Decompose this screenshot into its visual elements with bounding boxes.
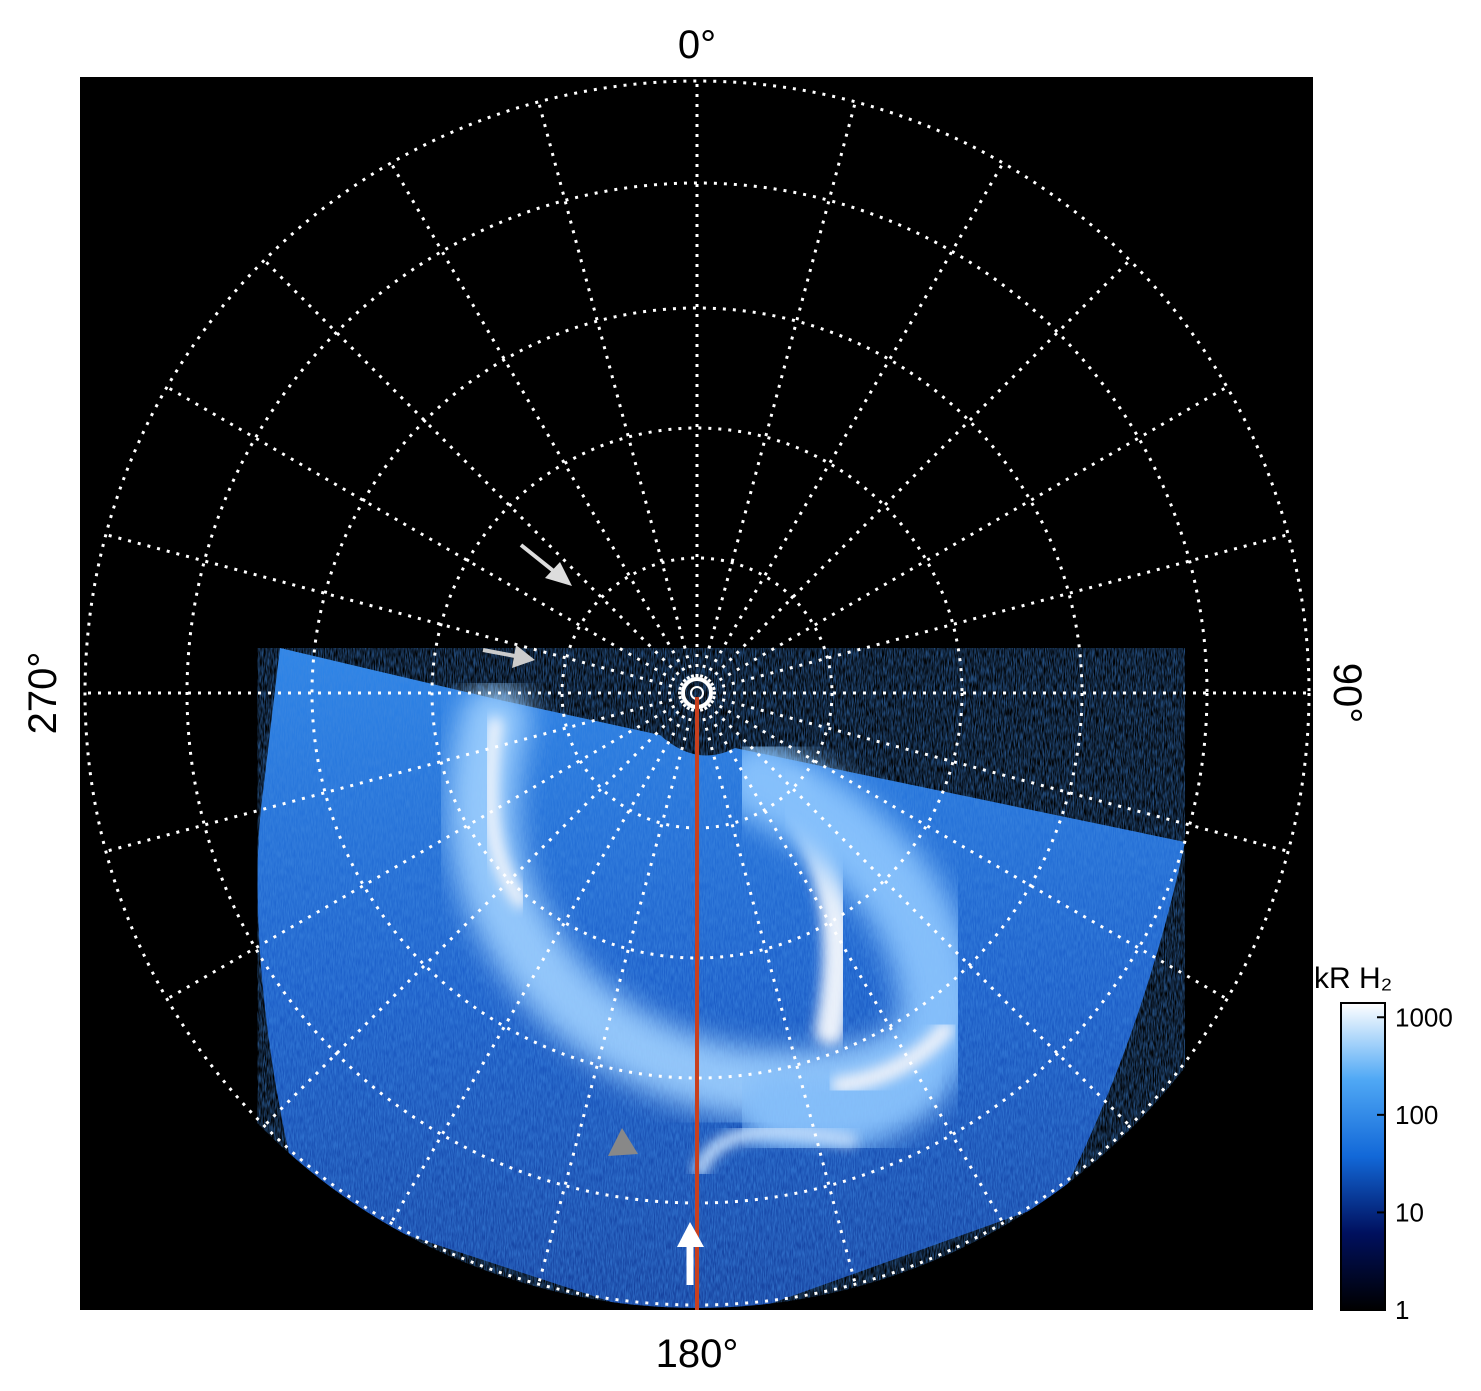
latitude-circle — [430, 426, 964, 960]
aurora-emission — [257, 648, 1185, 1308]
colorbar-tick-label: 100 — [1395, 1100, 1438, 1130]
colorbar-tick-label: 10 — [1395, 1197, 1424, 1227]
colorbar-tick-label: 1 — [1395, 1295, 1409, 1325]
arrow-head — [677, 1222, 704, 1247]
colorbar-title: kR H₂ — [1314, 962, 1392, 995]
angle-label: 90° — [1325, 663, 1369, 724]
angle-label: 180° — [656, 1332, 739, 1376]
angle-label: 270° — [21, 652, 65, 735]
arrow — [482, 648, 516, 658]
arrow-head — [608, 1128, 638, 1156]
angle-label: 0° — [678, 23, 716, 67]
arrows — [482, 543, 704, 1285]
arrow-head — [512, 645, 535, 668]
arrow — [519, 543, 558, 575]
colorbar-tick-label: 1000 — [1395, 1002, 1453, 1032]
latitude-circle — [310, 306, 1084, 1080]
arrow-head — [545, 562, 572, 586]
colorbar — [1340, 1002, 1386, 1311]
